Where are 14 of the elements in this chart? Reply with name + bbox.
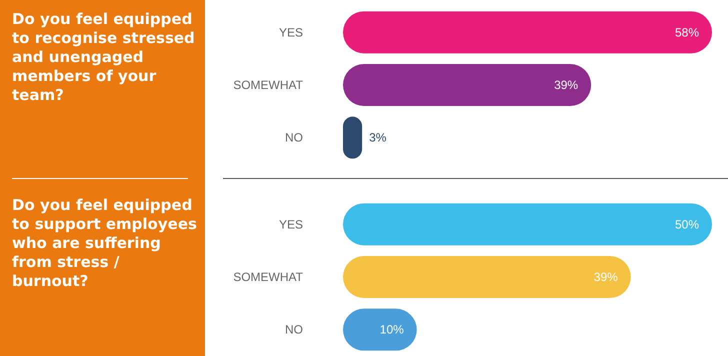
data-label: 39% [594, 270, 618, 284]
data-label: 10% [380, 322, 404, 337]
y-tick-label: SOMEWHAT [233, 270, 304, 284]
y-tick-label: SOMEWHAT [233, 78, 304, 92]
y-tick-label: YES [278, 217, 303, 232]
data-label: 50% [674, 217, 700, 232]
y-tick-label: NO [285, 130, 303, 145]
text: Do you feel equipped to recognise stressed and unengaged members of your team? [12, 10, 196, 105]
y-tick-label: YES [278, 25, 303, 40]
data-label: 39% [554, 78, 578, 92]
data-label: 58% [674, 25, 700, 40]
y-tick-label: NO [285, 322, 303, 337]
data-label: 3% [369, 130, 387, 145]
text: Do you feel equipped to support employees who are suffering from stress / burnout? [12, 196, 197, 291]
